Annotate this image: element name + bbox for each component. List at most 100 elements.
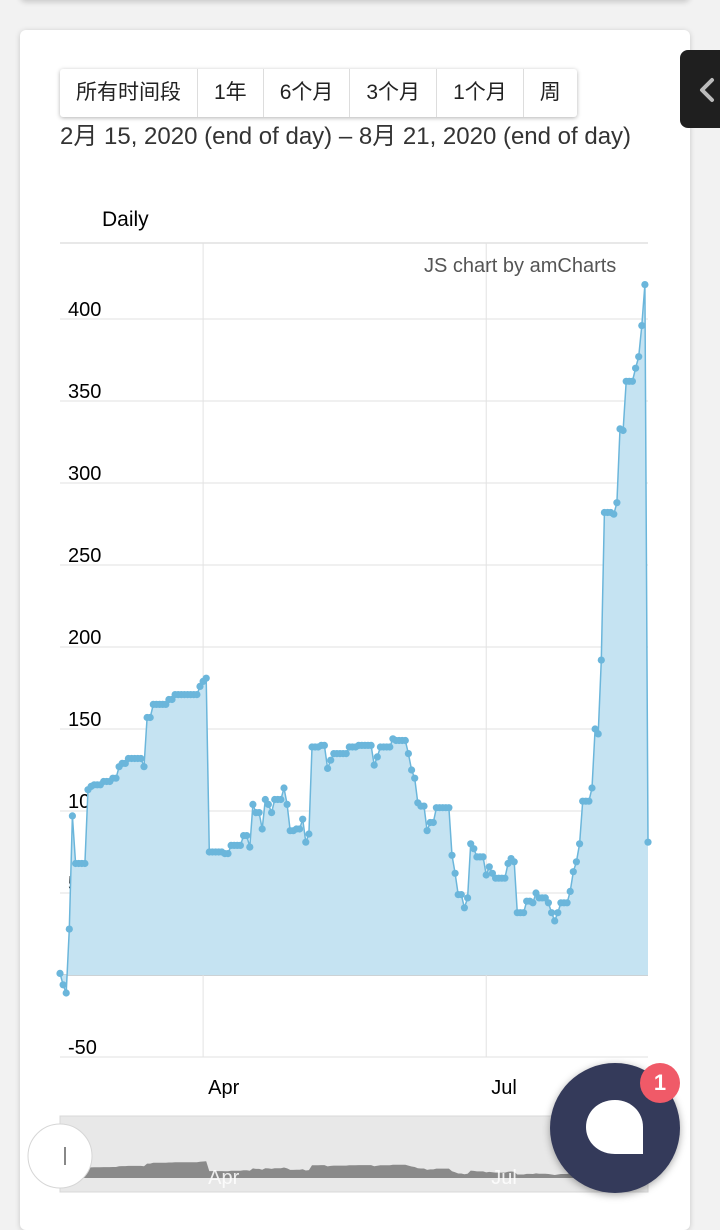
data-point[interactable] — [193, 691, 201, 699]
range-6m-button[interactable]: 6个月 — [264, 69, 351, 117]
data-point[interactable] — [464, 894, 472, 902]
data-point[interactable] — [302, 838, 310, 846]
data-point[interactable] — [619, 426, 627, 435]
data-point[interactable] — [370, 761, 378, 769]
data-point[interactable] — [628, 377, 637, 385]
data-point[interactable] — [268, 809, 276, 817]
range-3m-button[interactable]: 3个月 — [350, 69, 438, 117]
data-point[interactable] — [112, 774, 120, 782]
data-point[interactable] — [529, 899, 537, 907]
data-point[interactable] — [544, 899, 553, 907]
data-point[interactable] — [520, 909, 528, 917]
data-point[interactable] — [224, 850, 232, 858]
chat-launcher-button[interactable] — [550, 1063, 680, 1193]
y-tick-label: 250 — [68, 545, 101, 567]
data-point[interactable] — [554, 909, 562, 917]
data-point[interactable] — [644, 838, 652, 846]
data-point[interactable] — [81, 859, 89, 868]
data-point[interactable] — [429, 818, 437, 827]
amcharts-credit[interactable]: JS chart by amCharts — [424, 255, 617, 277]
data-point[interactable] — [610, 510, 618, 518]
data-point[interactable] — [137, 754, 145, 763]
data-point[interactable] — [320, 741, 328, 750]
data-point[interactable] — [613, 499, 621, 507]
data-point[interactable] — [470, 845, 478, 853]
data-point[interactable] — [246, 843, 254, 851]
data-point[interactable] — [258, 825, 266, 833]
data-point[interactable] — [280, 784, 288, 792]
data-point[interactable] — [548, 909, 556, 917]
data-point[interactable] — [479, 853, 487, 861]
y-tick-label: 200 — [68, 627, 101, 649]
scrollbar-label: Apr — [208, 1167, 239, 1189]
chat-notification-badge: 1 — [640, 1063, 680, 1103]
data-point[interactable] — [572, 858, 581, 866]
range-1y-button[interactable]: 1年 — [198, 69, 264, 117]
data-point[interactable] — [457, 891, 465, 899]
data-point[interactable] — [448, 851, 456, 859]
data-point[interactable] — [563, 899, 571, 907]
range-1m-button[interactable]: 1个月 — [437, 69, 524, 117]
data-point[interactable] — [576, 840, 584, 848]
data-point[interactable] — [408, 766, 416, 774]
data-point[interactable] — [551, 917, 559, 925]
data-point[interactable] — [62, 989, 70, 997]
data-point[interactable] — [588, 784, 596, 792]
data-point[interactable] — [566, 887, 574, 896]
data-point[interactable] — [264, 800, 272, 809]
data-point[interactable] — [327, 756, 335, 764]
data-point[interactable] — [510, 858, 518, 866]
side-panel-tab[interactable] — [680, 50, 720, 128]
data-point[interactable] — [485, 863, 493, 871]
data-point[interactable] — [56, 969, 64, 978]
data-point[interactable] — [411, 774, 419, 782]
data-point[interactable] — [635, 353, 643, 361]
scrollbar-series-preview — [60, 1139, 648, 1178]
date-range-label: 2月 15, 2020 (end of day) – 8月 21, 2020 (… — [60, 123, 632, 150]
data-point[interactable] — [632, 364, 640, 372]
data-point[interactable] — [324, 764, 332, 773]
data-point[interactable] — [638, 322, 646, 330]
y-tick-label: 150 — [68, 709, 101, 731]
range-all-button[interactable]: 所有时间段 — [60, 69, 198, 117]
data-point[interactable] — [569, 868, 577, 876]
data-point[interactable] — [342, 750, 350, 758]
chart-card — [20, 30, 690, 1230]
data-point[interactable] — [299, 815, 307, 823]
data-point[interactable] — [501, 874, 509, 882]
data-point[interactable] — [386, 743, 394, 751]
data-point[interactable] — [255, 809, 263, 817]
data-point[interactable] — [59, 981, 67, 989]
data-point[interactable] — [68, 812, 76, 820]
data-point[interactable] — [420, 802, 428, 810]
data-point[interactable] — [594, 730, 602, 738]
data-point[interactable] — [451, 869, 459, 877]
data-point[interactable] — [305, 830, 313, 838]
scrollbar-start-grip[interactable] — [27, 1123, 93, 1189]
data-point[interactable] — [367, 741, 375, 750]
data-point[interactable] — [445, 804, 453, 812]
data-point[interactable] — [146, 713, 154, 722]
data-point[interactable] — [296, 825, 304, 833]
data-point[interactable] — [202, 674, 210, 682]
data-point[interactable] — [140, 763, 148, 771]
data-point[interactable] — [482, 871, 490, 879]
data-point[interactable] — [423, 827, 431, 835]
data-point[interactable] — [404, 750, 412, 758]
range-week-button[interactable]: 周 — [539, 81, 561, 104]
data-point[interactable] — [585, 797, 593, 805]
data-point[interactable] — [373, 753, 381, 761]
data-point[interactable] — [277, 795, 285, 804]
data-point[interactable] — [65, 925, 73, 933]
legend-series-label[interactable]: Daily — [102, 208, 149, 231]
data-point[interactable] — [283, 800, 291, 809]
data-point[interactable] — [243, 832, 251, 840]
data-point[interactable] — [460, 904, 468, 912]
data-point[interactable] — [597, 656, 605, 664]
data-point[interactable] — [236, 841, 244, 850]
data-point[interactable] — [401, 736, 409, 745]
chat-bubble-icon — [586, 1100, 643, 1154]
data-point[interactable] — [641, 281, 649, 289]
data-point[interactable] — [249, 800, 257, 809]
